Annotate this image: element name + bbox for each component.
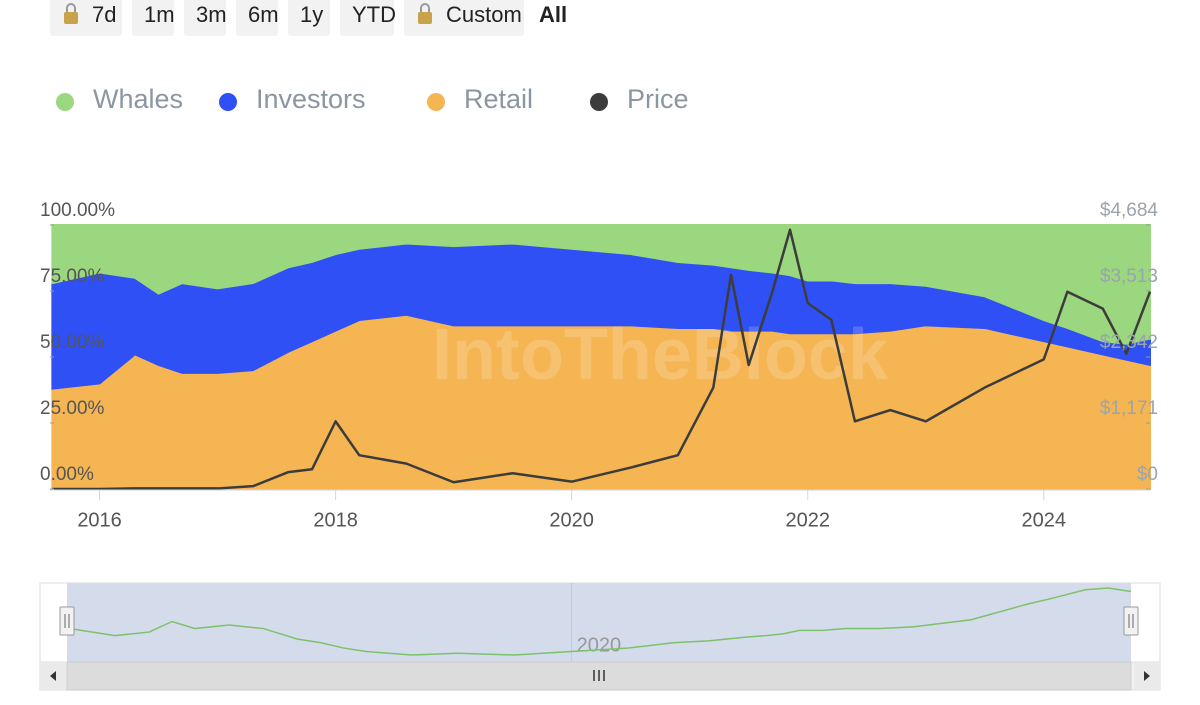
legend-label: Investors [256,84,366,114]
x-tick-label: 2024 [1022,509,1067,531]
handle-body [1123,606,1139,636]
y-tick-label: 100.00% [40,200,115,221]
legend-item[interactable]: Price [590,84,689,114]
button-label: 3m [196,2,227,27]
x-tick-label: 2018 [313,509,358,531]
range-button[interactable]: YTD [340,0,396,36]
button-bg [132,0,174,36]
x-tick-label: 2020 [549,509,594,531]
price-line [52,228,1152,491]
range-button[interactable]: All [539,2,567,27]
button-bg [404,0,524,36]
legend-item[interactable]: Retail [427,84,533,114]
lock-body [418,12,432,24]
y2-tick-label: $4,684 [1100,200,1159,221]
legend-item[interactable]: Whales [56,84,183,114]
watermark: IntoTheBlock [432,315,889,395]
y2-tick-label: $2,342 [1100,332,1158,353]
navigator-handle[interactable] [59,606,75,636]
scroll-left-arrow [50,671,56,681]
button-label: YTD [352,2,396,27]
range-button[interactable]: Custom [404,0,524,36]
button-label: 7d [92,2,116,27]
y2-tick-label: $3,513 [1100,266,1158,287]
scrollbar-thumb[interactable] [66,661,1132,691]
range-button[interactable]: 7d [50,0,122,36]
y-tick-label: 0.00% [40,464,94,485]
button-bg [236,0,278,36]
handle-body [59,606,75,636]
legend-item[interactable]: Investors [219,84,366,114]
legend-label: Price [627,84,689,114]
legend-marker [56,93,74,111]
y-tick-label: 50.00% [40,332,105,353]
button-label: Custom [446,2,522,27]
legend-marker [590,93,608,111]
x-tick-label: 2022 [785,509,830,531]
legend-marker [427,93,445,111]
button-label: 1y [300,2,323,27]
area [51,224,1151,345]
button-bg [340,0,394,36]
navigator-line [69,587,1132,656]
lock-shackle [420,3,430,12]
navigator-handle[interactable] [1123,606,1139,636]
range-button[interactable]: 1y [288,0,330,36]
legend-label: Whales [93,84,183,114]
navigator-tick-label: 2020 [577,634,622,656]
lock-body [64,12,78,24]
legend-label: Retail [464,84,533,114]
range-button[interactable]: 3m [184,0,227,36]
scroll-right-arrow [1144,671,1150,681]
x-tick-label: 2016 [77,509,122,531]
button-bg [184,0,226,36]
button-label: All [539,2,567,27]
y2-tick-label: $1,171 [1100,398,1158,419]
button-bg [50,0,122,36]
legend-marker [219,93,237,111]
range-button[interactable]: 1m [132,0,175,36]
y-tick-label: 75.00% [40,266,105,287]
button-bg [288,0,330,36]
y-tick-label: 25.00% [40,398,105,419]
button-label: 6m [248,2,279,27]
lock-shackle [66,3,76,12]
y2-tick-label: $0 [1137,464,1158,485]
range-button[interactable]: 6m [236,0,279,36]
button-label: 1m [144,2,175,27]
